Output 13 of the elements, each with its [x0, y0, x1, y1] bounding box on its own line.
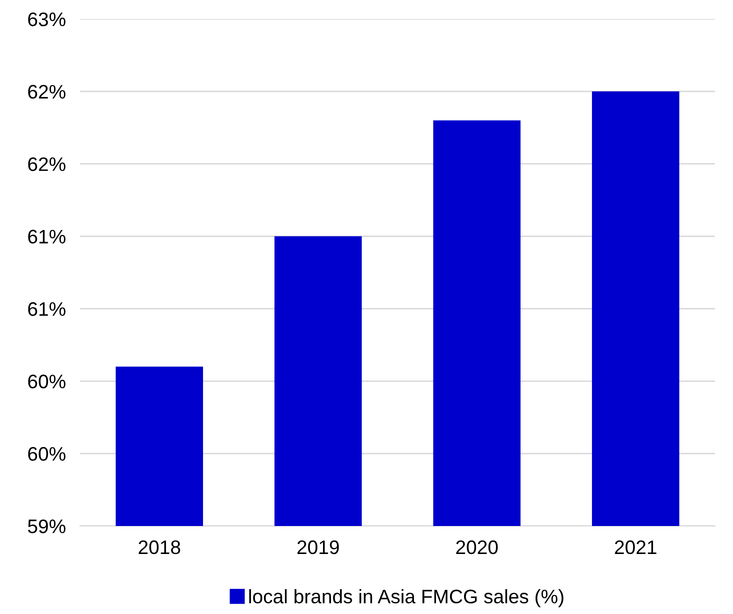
x-tick-label: 2020: [456, 540, 498, 554]
x-tick-label: 2018: [138, 540, 180, 554]
y-tick-label: 60%: [28, 374, 66, 388]
y-tick-label: 63%: [28, 12, 66, 26]
y-tick-label: 62%: [28, 84, 66, 99]
y-tick-label: 60%: [28, 447, 66, 461]
y-tick-label: 62%: [28, 157, 66, 172]
y-tick-label: 59%: [28, 519, 66, 534]
x-tick-label: 2019: [297, 540, 339, 554]
x-tick-label: 2021: [614, 540, 656, 554]
y-tick-label: 61%: [28, 302, 66, 316]
legend-label: local brands in Asia FMCG sales (%): [249, 589, 564, 608]
y-tick-label: 61%: [28, 230, 66, 244]
